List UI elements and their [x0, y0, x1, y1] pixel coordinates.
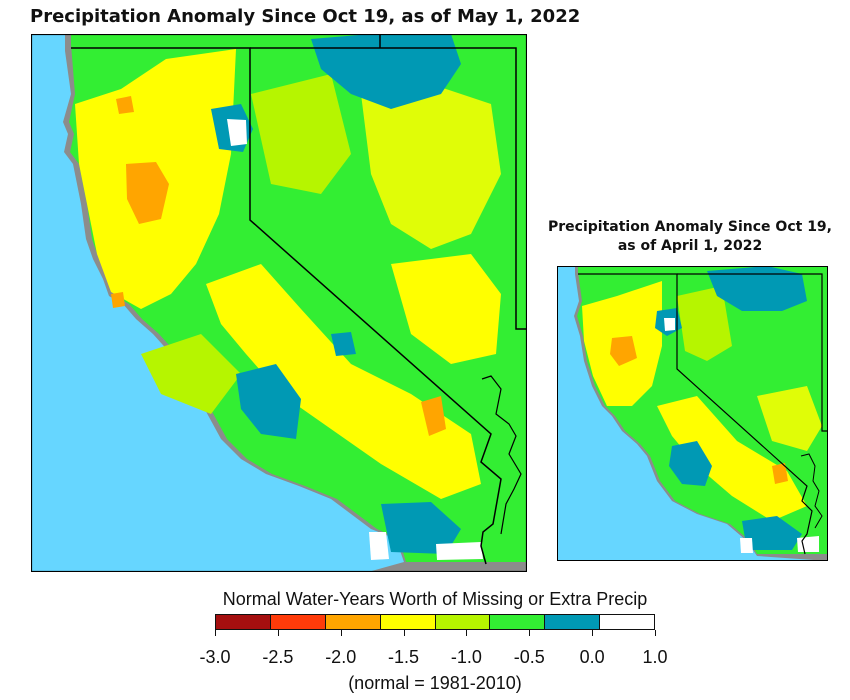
inset-white-inland: [797, 536, 819, 552]
main-precip-anomaly-map: [31, 34, 527, 572]
inset-precip-anomaly-map: [557, 266, 828, 561]
inset-white-tahoe: [664, 318, 675, 331]
legend-swatch-7: [600, 615, 654, 629]
inset-nv-ut-border: [677, 273, 828, 432]
legend-tick-label: -2.0: [325, 647, 357, 667]
inset-map-border: [557, 266, 828, 561]
legend-title: Normal Water-Years Worth of Missing or E…: [222, 589, 648, 609]
legend-swatch-6: [545, 615, 601, 629]
yellow-zone-central: [206, 264, 481, 499]
legend-tick: [592, 630, 594, 636]
inset-map-title: Precipitation Anomaly Since Oct 19, as o…: [540, 218, 840, 256]
main-map-title: Precipitation Anomaly Since Oct 19, as o…: [30, 6, 581, 27]
legend-tick-label: -1.5: [388, 647, 420, 667]
inset-teal-sierra: [669, 441, 712, 486]
legend-tick-label: 1.0: [642, 647, 668, 667]
light-green-zone: [251, 74, 351, 194]
inset-ca-nv-border: [578, 273, 813, 555]
legend-tick: [655, 630, 656, 636]
legend-tick-label: -2.5: [262, 647, 294, 667]
yellow-zone-north-nv: [361, 84, 501, 249]
legend-tick: [466, 630, 468, 636]
inset-title-line-2: as of April 1, 2022: [617, 238, 763, 254]
map-border: [31, 34, 527, 572]
az-border: [481, 375, 522, 535]
legend-tick-label: -0.5: [513, 647, 545, 667]
orange-spot-north: [126, 162, 169, 224]
legend-swatch-4: [435, 615, 491, 629]
inset-teal-socal: [742, 516, 802, 550]
legend-ticks: [215, 630, 656, 638]
orange-spot-small: [116, 96, 134, 114]
inset-teal-ne: [707, 266, 807, 311]
light-green-zone-2: [141, 334, 241, 414]
main-map-canvas: [31, 34, 527, 572]
white-patch-tahoe: [227, 119, 247, 146]
legend-colorbar: [215, 614, 655, 630]
legend-normal-note: (normal = 1981-2010): [348, 673, 522, 693]
inset-yellow-nv: [757, 386, 822, 451]
legend-tick-label: -3.0: [199, 647, 231, 667]
inset-map-canvas: [557, 266, 828, 561]
yellow-zone-east-nv: [391, 254, 501, 364]
inset-yellow-central: [657, 396, 807, 521]
legend-tick: [340, 630, 342, 636]
orange-spot-nv: [421, 396, 446, 436]
legend-tick-label: -1.0: [450, 647, 482, 667]
ca-nv-border: [71, 47, 502, 565]
teal-patch-socal: [381, 502, 461, 554]
legend-tick-labels: -3.0 -2.5 -2.0 -1.5 -1.0 -0.5 0.0 1.0: [199, 647, 667, 669]
inset-white-la: [740, 538, 753, 553]
inset-orange-spot-2: [772, 463, 788, 484]
inset-orange-spot: [610, 336, 637, 366]
legend-tick: [215, 630, 216, 636]
legend-tick: [529, 630, 531, 636]
legend-tick: [277, 630, 279, 636]
inset-light-green: [677, 286, 732, 361]
inset-az-border: [800, 453, 823, 529]
teal-patch-nv: [331, 332, 356, 356]
legend-swatch-5: [490, 615, 546, 629]
legend-swatch-2: [325, 615, 381, 629]
inset-title-line-1: Precipitation Anomaly Since Oct 19,: [547, 219, 832, 235]
legend-swatch-1: [270, 615, 326, 629]
nv-ut-border: [250, 47, 527, 330]
legend-swatch-3: [380, 615, 436, 629]
teal-patch-sierra: [236, 364, 301, 439]
legend-tick: [403, 630, 405, 636]
legend-swatch-0: [216, 615, 271, 629]
white-patch-inland: [436, 542, 483, 560]
orange-spot-ca: [111, 292, 125, 308]
legend-tick-label: 0.0: [579, 647, 605, 667]
teal-patch-ne: [311, 34, 461, 109]
white-patch-la: [369, 532, 389, 560]
